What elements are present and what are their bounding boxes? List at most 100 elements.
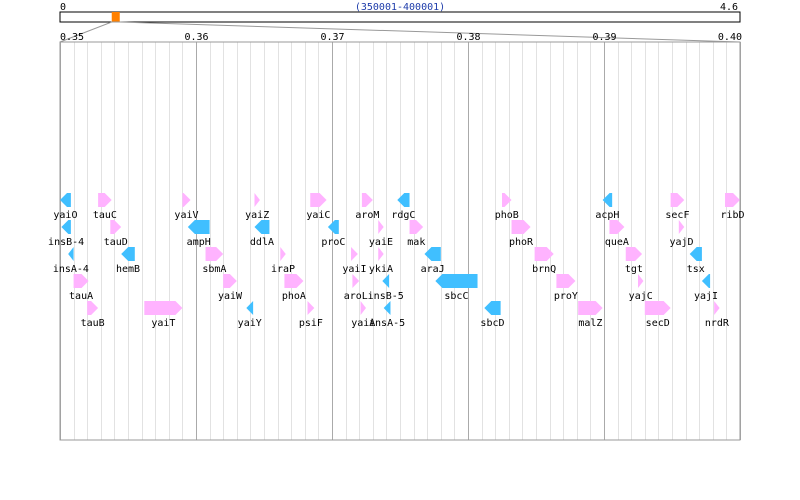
gene-yaiC[interactable]: yaiC [306,193,330,221]
gene-arrow[interactable] [638,274,644,288]
gene-label[interactable]: yajD [669,237,693,248]
gene-ribD[interactable]: ribD [720,193,745,221]
gene-label[interactable]: proC [321,237,345,248]
gene-araJ[interactable]: araJ [421,247,445,275]
gene-label[interactable]: aroL [344,291,368,302]
gene-label[interactable]: iraP [271,264,295,275]
gene-arrow[interactable] [187,220,210,234]
gene-yaiI[interactable]: yaiI [342,247,366,275]
gene-arrow[interactable] [701,274,711,288]
gene-insA-5[interactable]: insA-5 [369,301,405,329]
gene-arrow[interactable] [246,301,254,315]
gene-yaiY[interactable]: yaiY [238,301,262,329]
gene-arrow[interactable] [714,301,720,315]
gene-label[interactable]: ykiA [369,264,393,275]
gene-ampH[interactable]: ampH [187,220,211,248]
gene-label[interactable]: yaiO [53,210,77,221]
gene-label[interactable]: phoA [282,291,306,302]
gene-tauB[interactable]: tauB [81,301,105,329]
gene-label[interactable]: ribD [720,210,744,221]
gene-arrow[interactable] [254,220,270,234]
gene-label[interactable]: insA-4 [53,264,89,275]
gene-sbcC[interactable]: sbcC [435,274,478,302]
gene-arrow[interactable] [68,247,74,261]
gene-label[interactable]: yaiY [238,318,262,329]
gene-arrow[interactable] [409,220,424,234]
gene-acpH[interactable]: acpH [595,193,619,221]
gene-aroM[interactable]: aroM [355,193,379,221]
gene-label[interactable]: mak [407,237,425,248]
gene-yaiW[interactable]: yaiW [218,274,243,302]
gene-arrow[interactable] [351,247,358,261]
gene-label[interactable]: secD [646,318,670,329]
gene-arrow[interactable] [644,301,671,315]
gene-arrow[interactable] [121,247,135,261]
gene-phoB[interactable]: phoB [495,193,519,221]
gene-arrow[interactable] [73,274,89,288]
gene-yaiE[interactable]: yaiE [369,220,393,248]
gene-label[interactable]: brnQ [532,264,556,275]
gene-ddlA[interactable]: ddlA [250,220,274,248]
overview-window-marker[interactable] [111,12,120,22]
gene-arrow[interactable] [578,301,603,315]
gene-arrow[interactable] [435,274,478,288]
gene-arrow[interactable] [625,247,643,261]
gene-arrow[interactable] [284,274,304,288]
gene-arrow[interactable] [382,274,390,288]
gene-label[interactable]: yajI [694,291,718,302]
gene-label[interactable]: ddlA [250,237,274,248]
gene-mak[interactable]: mak [407,220,425,248]
overview-genome-bar[interactable] [59,11,741,23]
gene-yaiO[interactable]: yaiO [53,193,77,221]
gene-label[interactable]: sbcD [480,318,504,329]
gene-arrow[interactable] [352,274,360,288]
gene-arrow[interactable] [689,247,702,261]
gene-label[interactable]: phoB [495,210,519,221]
gene-label[interactable]: insB-5 [368,291,404,302]
gene-label[interactable]: secF [665,210,689,221]
gene-yajI[interactable]: yajI [694,274,718,302]
gene-label[interactable]: sbmA [202,264,226,275]
gene-hemB[interactable]: hemB [116,247,140,275]
gene-label[interactable]: tauA [69,291,93,302]
gene-secD[interactable]: secD [644,301,671,329]
gene-arrow[interactable] [511,220,531,234]
gene-sbcD[interactable]: sbcD [480,301,505,329]
gene-arrow[interactable] [397,193,410,207]
gene-arrow[interactable] [534,247,554,261]
gene-label[interactable]: tsx [687,264,705,275]
gene-aroL[interactable]: aroL [344,274,368,302]
gene-arrow[interactable] [609,220,625,234]
gene-malZ[interactable]: malZ [578,301,603,329]
gene-label[interactable]: yaiV [174,210,198,221]
gene-tauC[interactable]: tauC [93,193,117,221]
gene-label[interactable]: yaiC [306,210,330,221]
gene-arrow[interactable] [254,193,260,207]
gene-rdgC[interactable]: rdgC [391,193,415,221]
gene-arrow[interactable] [424,247,441,261]
gene-arrow[interactable] [556,274,576,288]
gene-arrow[interactable] [60,193,71,207]
gene-label[interactable]: yaiW [218,291,243,302]
gene-arrow[interactable] [98,193,112,207]
gene-label[interactable]: araJ [421,264,445,275]
gene-brnQ[interactable]: brnQ [532,247,556,275]
gene-label[interactable]: yaiZ [245,210,269,221]
gene-label[interactable]: rdgC [391,210,415,221]
gene-arrow[interactable] [182,193,191,207]
gene-label[interactable]: tauB [81,318,105,329]
gene-label[interactable]: tauD [104,237,128,248]
gene-yaiT[interactable]: yaiT [144,301,183,329]
gene-label[interactable]: yaiA [351,318,375,329]
gene-arrow[interactable] [602,193,613,207]
gene-yajD[interactable]: yajD [669,220,694,248]
gene-label[interactable]: tgt [625,264,643,275]
gene-label[interactable]: yaiE [369,237,393,248]
gene-arrow[interactable] [327,220,339,234]
gene-iraP[interactable]: iraP [271,247,295,275]
gene-arrow[interactable] [502,193,512,207]
gene-phoR[interactable]: phoR [509,220,534,248]
gene-insB-4[interactable]: insB-4 [48,220,84,248]
gene-label[interactable]: ampH [187,237,211,248]
gene-label[interactable]: insA-5 [369,318,405,329]
